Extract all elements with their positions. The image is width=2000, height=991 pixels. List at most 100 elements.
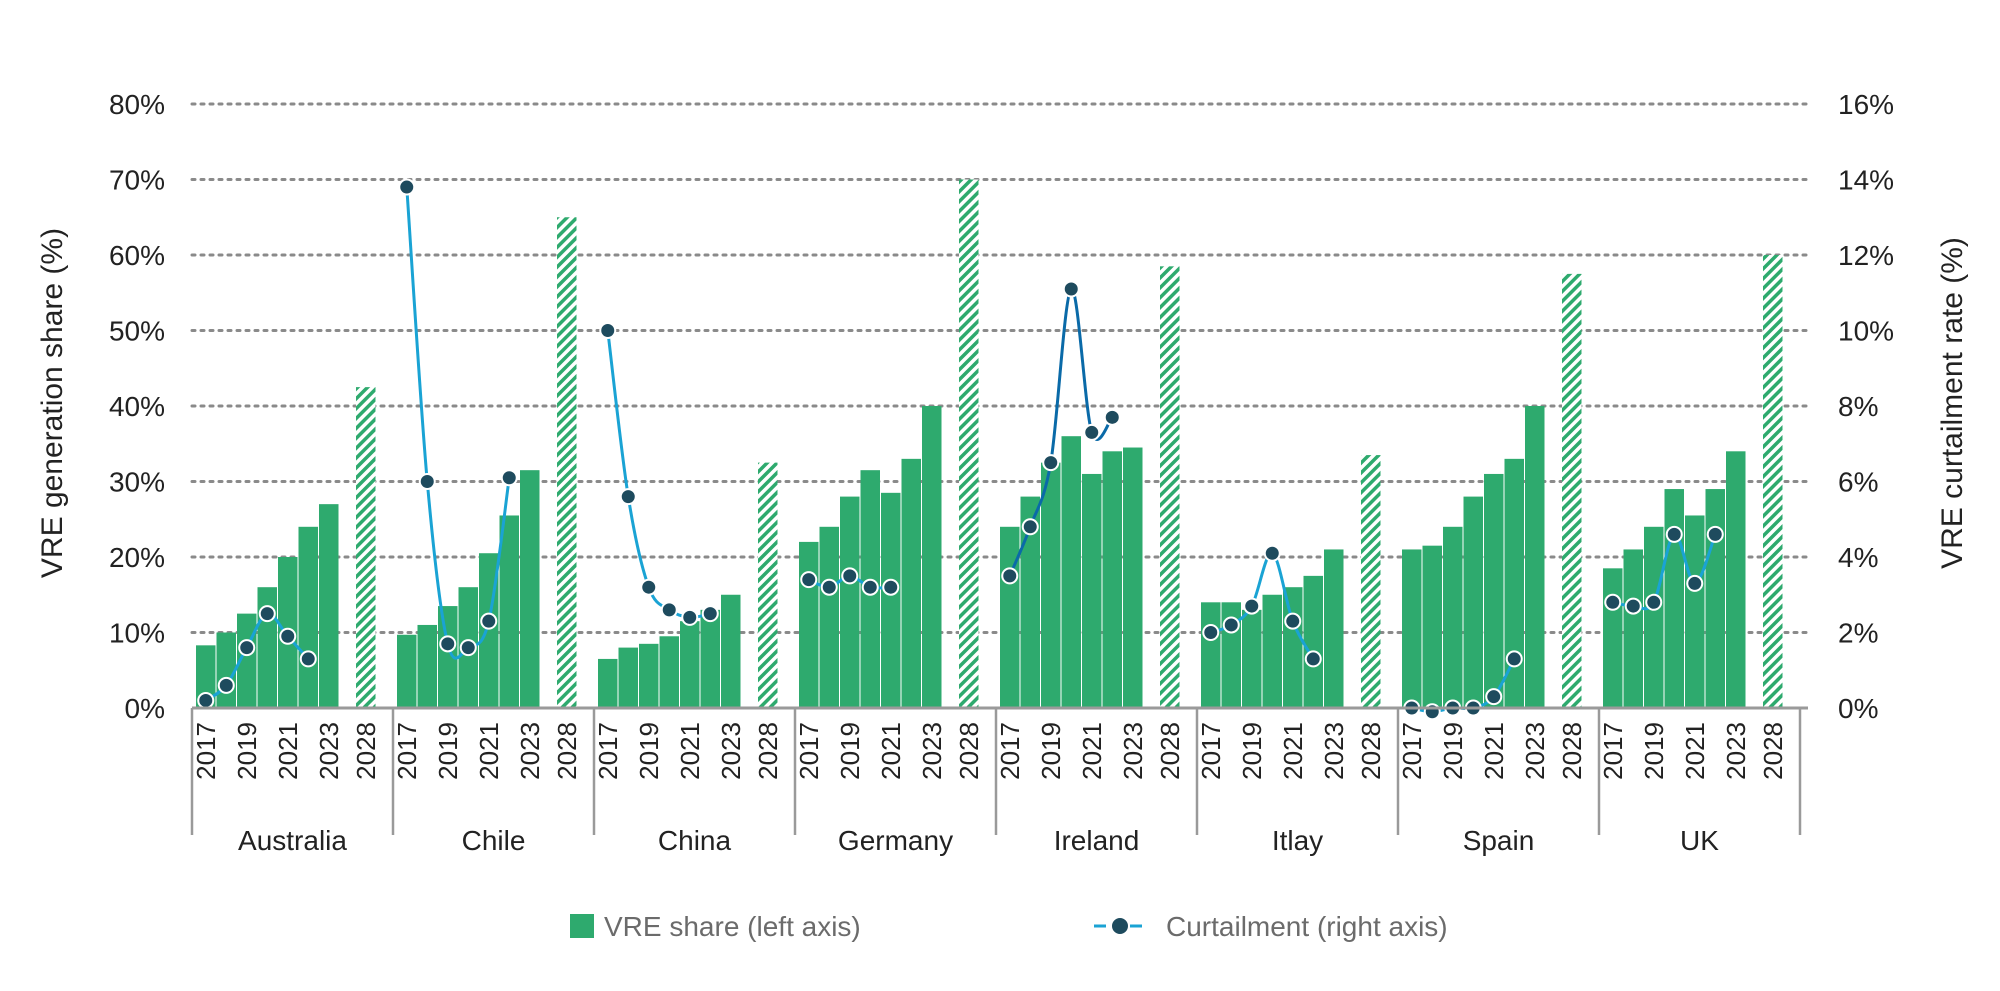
curtailment-point: [1485, 688, 1503, 706]
vre-share-bar: [196, 645, 216, 708]
left-tick-label: 0%: [125, 693, 165, 724]
left-tick-label: 30%: [109, 467, 165, 498]
vre-share-bar: [680, 621, 700, 708]
legend-line-label: Curtailment (right axis): [1166, 911, 1448, 942]
legend-line-marker: [1110, 916, 1130, 936]
year-tick-label: 2028: [552, 722, 582, 780]
forecast-bar: [959, 179, 979, 708]
country-label: Itlay: [1272, 825, 1323, 856]
left-tick-label: 60%: [109, 240, 165, 271]
vre-share-bar: [438, 606, 458, 708]
year-tick-label: 2023: [1118, 722, 1148, 780]
curtailment-point: [217, 676, 235, 694]
curtailment-point: [197, 691, 215, 709]
vre-share-bar: [819, 526, 839, 708]
year-tick-label: 2017: [392, 722, 422, 780]
curtailment-point: [1665, 525, 1683, 543]
curtailment-point: [1042, 454, 1060, 472]
vre-share-bar: [1623, 549, 1643, 708]
right-tick-label: 8%: [1838, 391, 1878, 422]
year-tick-label: 2017: [794, 722, 824, 780]
curtailment-point: [701, 605, 719, 623]
vre-share-bar: [1061, 436, 1081, 708]
curtailment-point: [599, 322, 617, 339]
vre-share-bar: [1242, 609, 1262, 708]
year-tick-label: 2028: [351, 722, 381, 780]
curtailment-point: [1243, 597, 1261, 615]
curtailment-point: [439, 635, 457, 653]
curtailment-point: [1103, 408, 1121, 426]
year-tick-label: 2017: [1397, 722, 1427, 780]
curtailment-point: [1222, 616, 1240, 634]
vre-share-bar: [499, 515, 519, 708]
curtailment-point: [279, 627, 297, 645]
right-tick-label: 6%: [1838, 467, 1878, 498]
vre-share-bar: [639, 643, 659, 708]
vre-share-bar: [1685, 515, 1705, 708]
vre-share-bar: [1402, 549, 1422, 708]
year-tick-label: 2019: [1438, 722, 1468, 780]
year-tick-label: 2023: [314, 722, 344, 780]
legend-bar-swatch: [570, 914, 594, 938]
country-label: Ireland: [1054, 825, 1140, 856]
curtailment-point: [841, 567, 859, 585]
vre-share-bar: [1201, 602, 1221, 708]
year-tick-label: 2021: [474, 722, 504, 780]
year-tick-label: 2017: [995, 722, 1025, 780]
vre-share-bar: [618, 647, 638, 708]
curtailment-point: [238, 639, 256, 657]
vre-share-bar: [1504, 458, 1524, 708]
year-tick-label: 2019: [634, 722, 664, 780]
vre-share-bar: [1484, 473, 1504, 708]
right-tick-label: 14%: [1838, 165, 1894, 196]
left-tick-label: 70%: [109, 165, 165, 196]
year-tick-label: 2023: [716, 722, 746, 780]
year-tick-label: 2017: [191, 722, 221, 780]
curtailment-point: [398, 178, 416, 196]
legend-bar-label: VRE share (left axis): [604, 911, 861, 942]
year-tick-label: 2019: [1036, 722, 1066, 780]
vre-share-bar: [881, 492, 901, 708]
tick-labels: 0% 10% 20% 30% 40% 50% 60% 70% 80% 0% 2% 4% 6% 8% 10% 1…: [109, 89, 1894, 856]
year-tick-label: 2023: [1319, 722, 1349, 780]
vre-share-bar: [659, 636, 679, 708]
year-tick-label: 2021: [876, 722, 906, 780]
vre-share-bar: [1303, 575, 1323, 708]
vre-share-bar: [417, 624, 437, 708]
year-tick-label: 2017: [1598, 722, 1628, 780]
year-tick-label: 2028: [1155, 722, 1185, 780]
curtailment-point: [681, 608, 699, 626]
curtailment-point: [1021, 518, 1039, 536]
forecast-bar: [1160, 266, 1180, 708]
right-tick-label: 0%: [1838, 693, 1878, 724]
vre-share-bar: [1041, 462, 1061, 708]
country-label: UK: [1680, 825, 1719, 856]
vre-share-bar: [721, 594, 741, 708]
vre-share-bar: [1443, 526, 1463, 708]
curtailment-point: [1645, 593, 1663, 611]
right-tick-label: 4%: [1838, 542, 1878, 573]
year-tick-label: 2019: [835, 722, 865, 780]
curtailment-point: [480, 612, 498, 630]
vre-share-bar: [397, 634, 417, 708]
curtailment-point: [1001, 567, 1019, 585]
left-tick-label: 20%: [109, 542, 165, 573]
curtailment-point: [1505, 650, 1523, 668]
left-tick-label: 80%: [109, 89, 165, 120]
year-tick-label: 2021: [1278, 722, 1308, 780]
year-tick-label: 2023: [917, 722, 947, 780]
vre-share-bar: [1525, 406, 1545, 708]
vre-share-bar: [319, 504, 339, 708]
year-tick-label: 2023: [1721, 722, 1751, 780]
vre-share-bar: [216, 632, 236, 708]
vre-share-bar: [1102, 451, 1122, 708]
vre-share-bar: [598, 658, 618, 708]
vre-share-bar: [1422, 545, 1442, 708]
vre-share-bar: [298, 526, 318, 708]
vre-share-bar: [901, 458, 921, 708]
vre-share-bar: [520, 470, 540, 708]
curtailment-point: [1624, 597, 1642, 615]
axes: [190, 706, 1808, 835]
